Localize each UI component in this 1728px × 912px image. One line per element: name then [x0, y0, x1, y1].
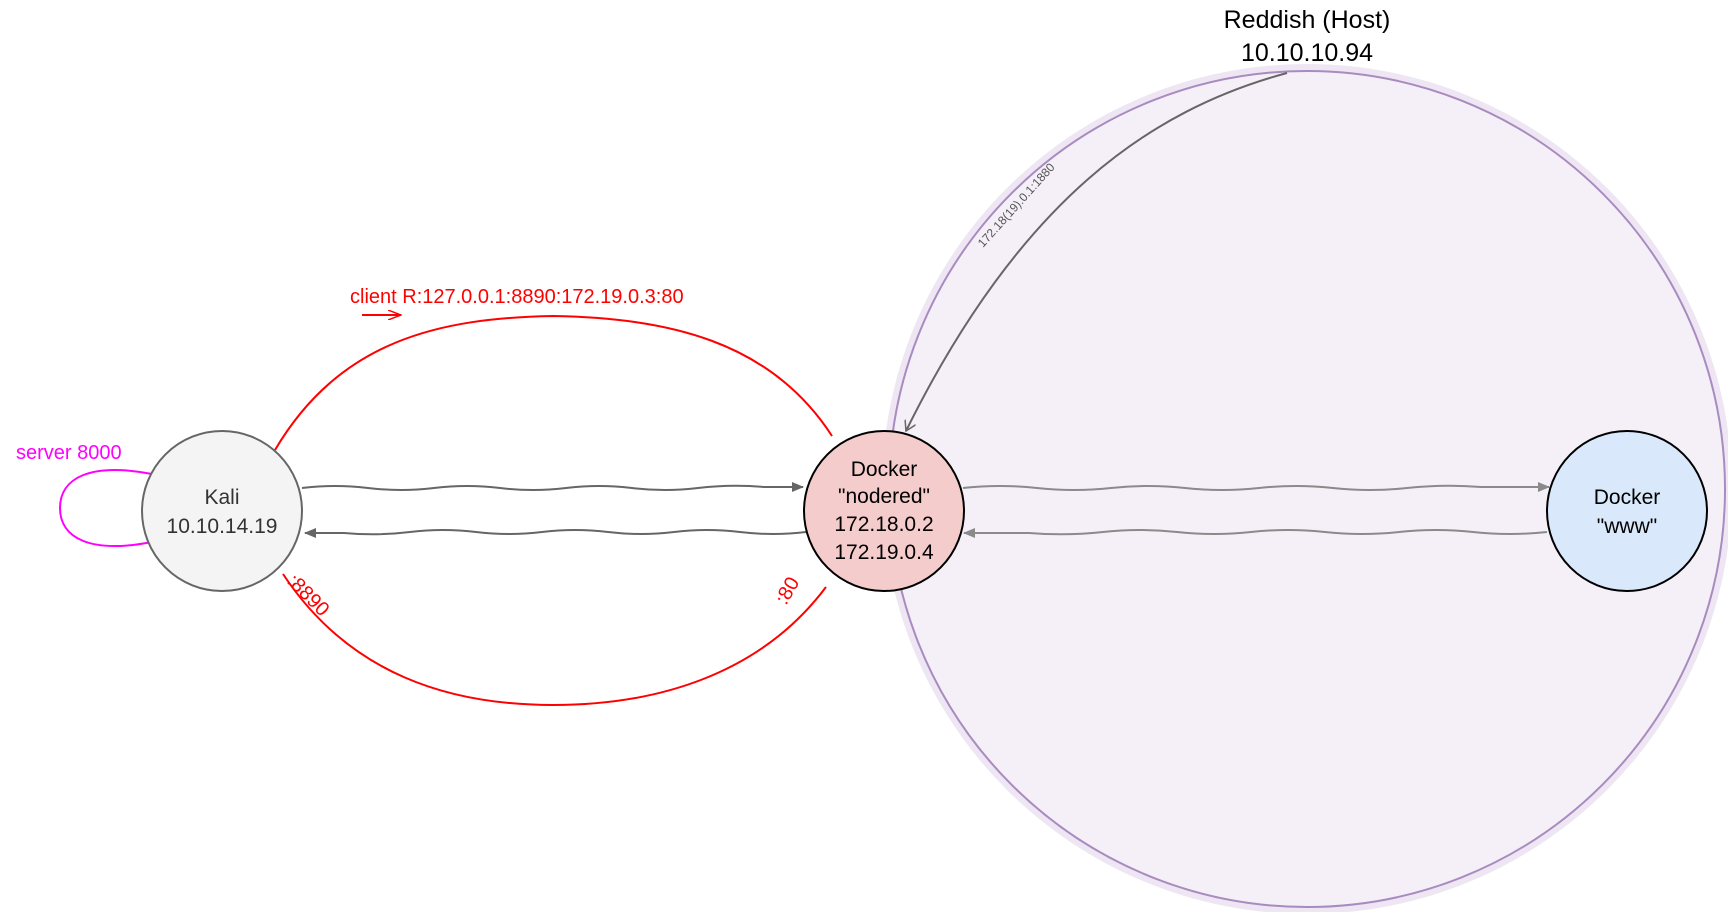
edge-nodered-to-www: [962, 482, 1550, 492]
node-nodered: Docker "nodered" 172.18.0.2 172.19.0.4: [803, 430, 965, 592]
nodered-ip1: 172.18.0.2: [834, 513, 933, 536]
edge-host-to-nodered: [906, 72, 1288, 431]
nodered-line1: Docker: [851, 458, 918, 481]
tunnel-edge-top: [274, 314, 833, 451]
kali-circle: [141, 430, 303, 592]
nodered-line2: "nodered": [838, 485, 930, 508]
node-kali: Kali 10.10.14.19: [141, 430, 303, 592]
nodered-circle: [803, 430, 965, 592]
www-line2: "www": [1597, 515, 1657, 538]
host-ip: 10.10.10.94: [1241, 39, 1373, 67]
nodered-ip2: 172.19.0.4: [834, 541, 934, 564]
edge-kali-to-nodered: [301, 482, 804, 492]
node-www: Docker "www": [1546, 430, 1708, 592]
edge-www-to-nodered: [963, 528, 1548, 538]
kali-name: Kali: [204, 486, 239, 509]
port-kali-label: :8890: [282, 570, 333, 621]
kali-ip: 10.10.14.19: [167, 515, 278, 538]
client-label: client R:127.0.0.1:8890:172.19.0.3:80: [350, 286, 684, 308]
server-loop: [58, 469, 153, 547]
host-boundary: [882, 64, 1728, 912]
port-nodered-label: :80: [771, 573, 804, 608]
edge-nodered-to-kali: [304, 528, 807, 538]
www-line1: Docker: [1594, 486, 1661, 509]
server-label: server 8000: [16, 442, 122, 464]
tunnel-edge-bottom: [282, 573, 827, 707]
host-title: Reddish (Host): [1224, 6, 1391, 34]
www-circle: [1546, 430, 1708, 592]
